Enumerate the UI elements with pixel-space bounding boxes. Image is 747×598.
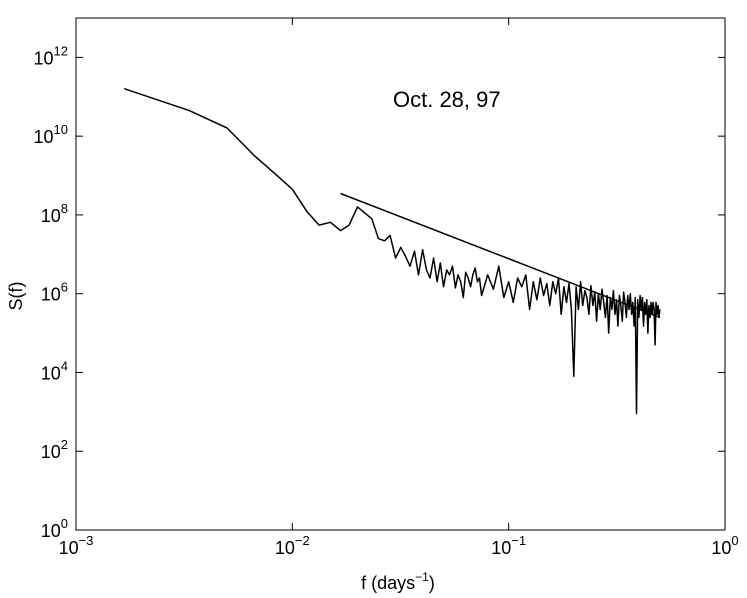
y-tick-label: 102 (41, 437, 68, 462)
axis-tick-labels: 10−3 10−2 10−1 100 100 102 104 106 108 1010 1012 (34, 43, 739, 558)
fit-line (340, 192, 661, 319)
y-axis-label: S(f) (6, 282, 26, 311)
x-axis-label: f (days−1) (361, 570, 435, 593)
x-axis-label-end: ) (429, 573, 435, 593)
x-tick-label: 10−1 (491, 533, 526, 558)
x-tick-label: 10−2 (275, 533, 310, 558)
x-tick-label: 10−3 (59, 533, 94, 558)
plot-frame (75, 17, 726, 531)
x-axis-label-main: f (days (361, 573, 415, 593)
y-tick-label: 100 (41, 516, 68, 541)
x-tick-label: 100 (711, 533, 738, 558)
y-tick-label: 1010 (34, 122, 69, 147)
y-tick-label: 1012 (34, 43, 69, 68)
y-tick-label: 108 (41, 201, 68, 226)
x-axis-label-exponent: −1 (415, 570, 429, 584)
series-layer (123, 87, 661, 415)
date-annotation: Oct. 28, 97 (393, 87, 501, 112)
spectrum-series-line (123, 87, 661, 415)
y-tick-label: 106 (41, 280, 68, 305)
y-tick-label: 104 (41, 358, 68, 383)
axis-ticks (75, 18, 726, 531)
